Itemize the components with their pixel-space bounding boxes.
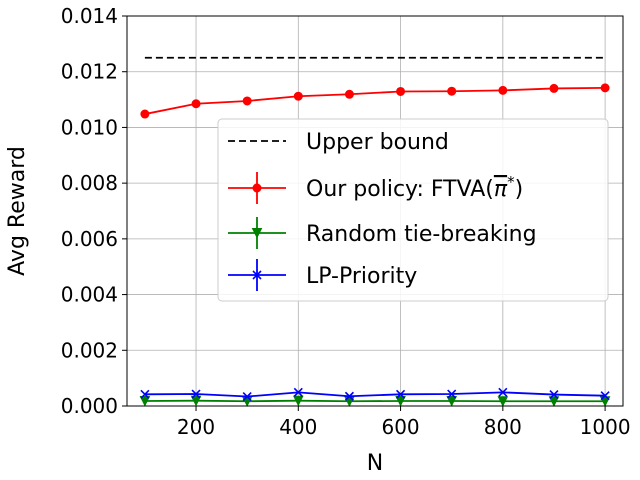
series-2	[139, 395, 611, 407]
plot-frame	[126, 15, 624, 407]
series-line	[144, 391, 606, 398]
data-point	[242, 391, 252, 402]
legend-label: Random tie-breaking	[306, 222, 537, 247]
legend-entry-3: LP-Priority	[228, 259, 417, 291]
data-point	[190, 395, 202, 407]
data-point	[140, 109, 150, 119]
x-tick-label: 1000	[580, 415, 631, 439]
series-line	[144, 399, 606, 403]
y-tick-label: 0.014	[61, 4, 118, 28]
y-tick-label: 0.012	[61, 60, 118, 84]
data-point	[395, 395, 406, 407]
legend-box	[217, 118, 609, 302]
y-tick-label: 0.000	[61, 394, 118, 418]
data-point	[600, 83, 610, 93]
data-point	[293, 387, 303, 397]
legend-entry-0: Upper bound	[228, 130, 449, 155]
data-point	[549, 390, 559, 400]
data-point	[600, 391, 610, 401]
y-tick-label: 0.008	[61, 171, 118, 195]
data-point	[140, 389, 150, 399]
legend-label: LP-Priority	[306, 264, 417, 289]
legend-marker	[252, 183, 262, 193]
data-point	[549, 83, 559, 93]
x-tick-label: 600	[381, 415, 419, 439]
legend-entry-1: Our policy: FTVA(π*)	[228, 172, 523, 204]
series-3	[140, 387, 610, 402]
data-point	[292, 395, 304, 407]
x-tick-label: 800	[484, 415, 522, 439]
data-point	[447, 86, 457, 96]
data-point	[396, 389, 406, 399]
data-point	[497, 396, 509, 407]
data-point	[191, 99, 201, 109]
y-tick-label: 0.006	[61, 227, 118, 251]
series-line	[144, 86, 606, 115]
series-1	[140, 83, 610, 119]
data-point	[498, 387, 508, 397]
legend: Upper bound Our policy: FTVA(π*) Random ti…	[217, 118, 609, 302]
data-point	[548, 396, 560, 407]
x-axis-ticks: 200 400 600 800 1000	[177, 406, 631, 439]
data-point	[242, 96, 252, 106]
legend-marker	[251, 228, 263, 239]
data-point	[344, 391, 354, 401]
data-point	[344, 89, 354, 99]
data-point	[446, 395, 458, 407]
y-axis-title: Avg Reward	[5, 146, 30, 276]
y-tick-label: 0.004	[61, 283, 118, 307]
y-tick-label: 0.002	[61, 338, 118, 362]
x-tick-label: 400	[279, 415, 317, 439]
x-tick-label: 200	[177, 415, 215, 439]
y-axis-ticks: 0.000 0.002 0.004 0.006 0.008 0.010 0.012 0.014	[61, 4, 127, 418]
data-point	[498, 85, 508, 95]
data-point	[447, 389, 457, 399]
legend-label: Upper bound	[306, 130, 449, 155]
data-point	[191, 389, 201, 399]
data-point	[293, 91, 303, 101]
data-point	[139, 395, 151, 407]
series-layer	[139, 56, 611, 407]
legend-label: Our policy: FTVA(π*)	[306, 173, 523, 202]
legend-entry-2: Random tie-breaking	[228, 217, 537, 249]
y-tick-label: 0.010	[61, 115, 118, 139]
x-axis-title: N	[367, 451, 383, 476]
data-point	[396, 86, 406, 96]
legend-marker	[252, 270, 262, 280]
